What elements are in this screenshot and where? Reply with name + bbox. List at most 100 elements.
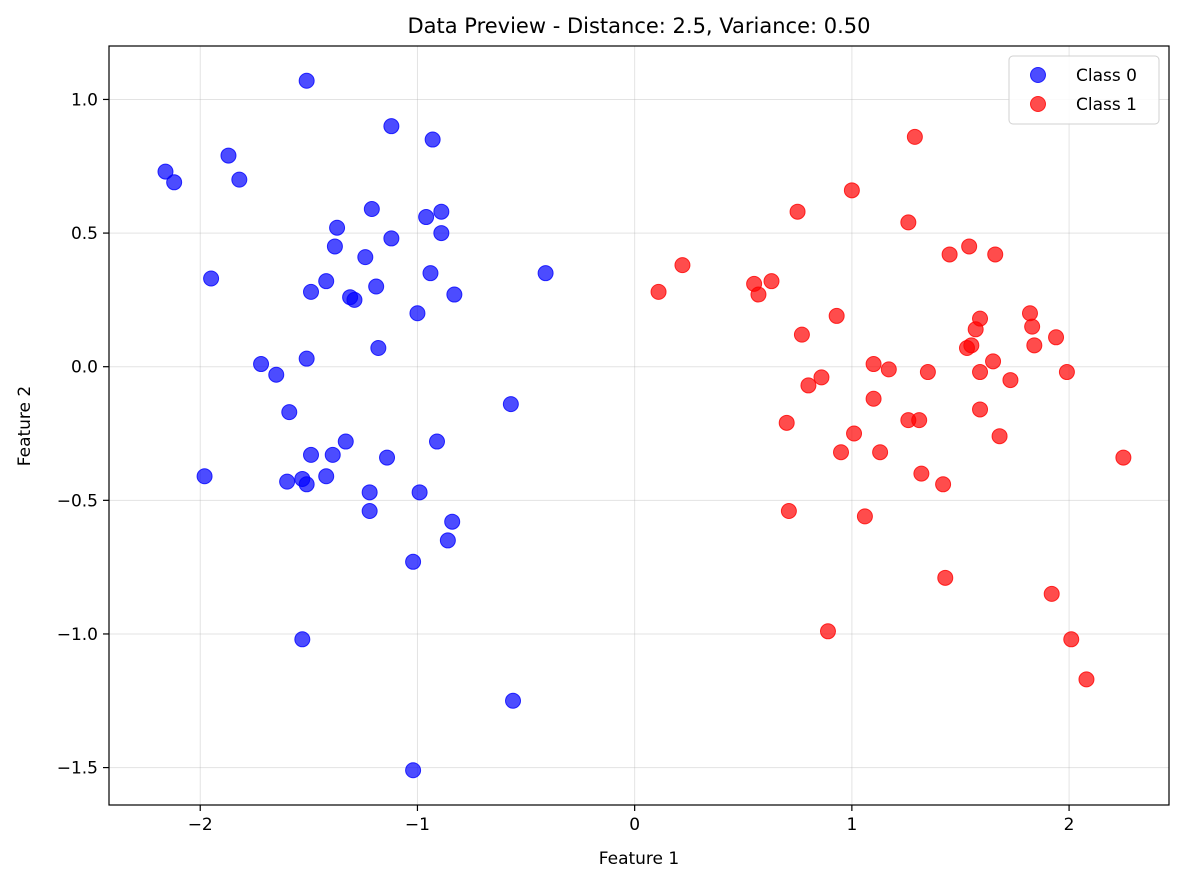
y-tick-label: −1.5: [57, 759, 98, 779]
data-point-class-1: [958, 339, 975, 356]
data-point-class-0: [281, 404, 298, 421]
data-point-class-1: [1043, 585, 1060, 602]
legend-marker-class-0: [1030, 67, 1046, 83]
data-point-class-1: [1024, 318, 1041, 335]
data-point-class-1: [1058, 364, 1075, 381]
data-point-class-0: [502, 396, 519, 413]
legend-label-class-1: Class 1: [1076, 95, 1137, 115]
data-point-class-0: [444, 513, 461, 530]
data-point-class-1: [828, 307, 845, 324]
data-point-class-0: [505, 692, 522, 709]
y-tick-label: 0.5: [71, 224, 98, 244]
data-point-class-1: [789, 203, 806, 220]
data-point-class-0: [433, 225, 450, 242]
data-point-class-1: [985, 353, 1002, 370]
y-axis-label: Feature 2: [15, 386, 35, 466]
data-point-class-1: [937, 569, 954, 586]
legend-box: [1008, 55, 1160, 125]
data-point-class-0: [428, 433, 445, 450]
data-point-class-1: [900, 214, 917, 231]
data-point-class-1: [1048, 329, 1065, 346]
data-point-class-0: [303, 283, 320, 300]
data-point-class-0: [424, 131, 441, 148]
data-point-class-0: [368, 278, 385, 295]
data-point-class-1: [780, 503, 797, 520]
data-point-class-0: [439, 532, 456, 549]
legend-marker-class-1: [1030, 96, 1046, 112]
legend: Class 0 Class 1: [1008, 55, 1160, 125]
data-point-class-0: [279, 473, 296, 490]
data-point-class-1: [846, 425, 863, 442]
data-point-class-0: [357, 249, 374, 266]
data-point-class-1: [674, 257, 691, 274]
data-point-class-0: [196, 468, 213, 485]
data-point-class-0: [298, 476, 315, 493]
data-point-class-1: [778, 414, 795, 431]
data-point-class-0: [537, 265, 554, 282]
data-point-class-0: [318, 273, 335, 290]
data-point-class-1: [972, 364, 989, 381]
data-point-class-1: [1078, 671, 1095, 688]
data-point-class-0: [346, 291, 363, 308]
data-point-class-0: [383, 118, 400, 135]
data-point-class-0: [422, 265, 439, 282]
data-point-class-1: [941, 246, 958, 263]
data-point-class-0: [253, 356, 270, 373]
data-point-class-1: [911, 412, 928, 429]
data-point-class-0: [433, 203, 450, 220]
x-axis-label: Feature 1: [599, 849, 679, 869]
x-tick-label: −2: [188, 815, 213, 835]
data-point-class-0: [157, 163, 174, 180]
data-point-class-0: [409, 305, 426, 322]
data-point-class-1: [865, 390, 882, 407]
data-point-class-0: [379, 449, 396, 466]
legend-label-class-0: Class 0: [1076, 66, 1137, 86]
y-tick-label: 1.0: [71, 90, 98, 110]
data-point-class-0: [298, 350, 315, 367]
data-point-class-0: [203, 270, 220, 287]
data-point-class-0: [361, 503, 378, 520]
data-point-class-0: [337, 433, 354, 450]
data-point-class-1: [833, 444, 850, 461]
data-point-class-1: [935, 476, 952, 493]
data-point-class-1: [967, 321, 984, 338]
data-point-class-1: [972, 401, 989, 418]
chart-title: Data Preview - Distance: 2.5, Variance: …: [407, 14, 870, 38]
y-tick-label: −0.5: [57, 491, 98, 511]
data-point-class-0: [324, 446, 341, 463]
data-point-class-0: [418, 209, 435, 226]
data-point-class-1: [987, 246, 1004, 263]
data-point-class-1: [906, 128, 923, 145]
data-point-class-0: [220, 147, 237, 164]
data-point-class-0: [329, 219, 346, 236]
data-point-class-1: [991, 428, 1008, 445]
data-point-class-0: [231, 171, 248, 188]
data-point-class-1: [650, 283, 667, 300]
data-point-class-1: [843, 182, 860, 199]
data-point-class-0: [318, 468, 335, 485]
data-point-class-0: [405, 762, 422, 779]
data-point-class-0: [446, 286, 463, 303]
data-point-class-0: [298, 72, 315, 89]
x-tick-label: 2: [1064, 815, 1075, 835]
data-point-class-0: [370, 339, 387, 356]
data-point-class-1: [763, 273, 780, 290]
data-point-class-1: [1063, 631, 1080, 648]
data-point-class-1: [856, 508, 873, 525]
data-point-class-1: [1021, 305, 1038, 322]
data-point-class-0: [363, 201, 380, 218]
data-point-class-1: [793, 326, 810, 343]
x-tick-label: 1: [846, 815, 857, 835]
data-point-class-1: [750, 286, 767, 303]
data-point-class-1: [800, 377, 817, 394]
x-tick-label: −1: [405, 815, 430, 835]
data-point-class-1: [1002, 372, 1019, 389]
y-tick-label: −1.0: [57, 625, 98, 645]
data-point-class-0: [411, 484, 428, 501]
data-point-class-0: [383, 230, 400, 247]
data-point-class-0: [361, 484, 378, 501]
data-point-class-0: [268, 366, 285, 383]
data-point-class-0: [294, 631, 311, 648]
y-tick-label: 0.0: [71, 358, 98, 378]
